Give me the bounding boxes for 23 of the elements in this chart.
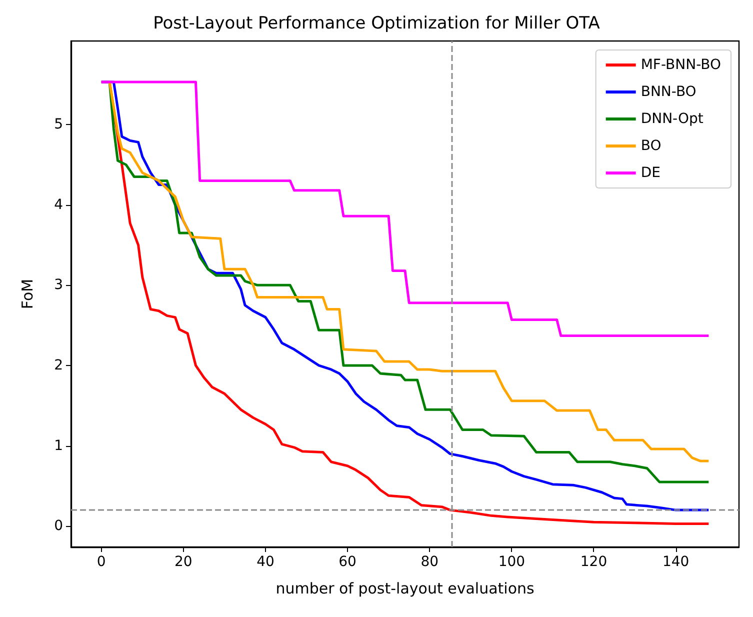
- x-tick-label: 100: [498, 554, 526, 570]
- x-tick-label: 80: [420, 554, 439, 570]
- chart-title: Post-Layout Performance Optimization for Miller OTA: [153, 14, 600, 34]
- legend-label: DE: [640, 165, 660, 181]
- y-tick-label: 2: [54, 357, 63, 374]
- y-tick-label: 3: [54, 277, 63, 294]
- legend-label: DNN-Opt: [640, 111, 704, 127]
- y-tick-label: 0: [54, 518, 63, 534]
- y-tick-label: 4: [54, 196, 64, 213]
- y-tick-label: 1: [54, 438, 63, 454]
- line-series: [100, 80, 710, 338]
- x-tick-label: 0: [96, 554, 106, 570]
- x-tick-label: 40: [256, 554, 274, 570]
- x-tick-label: 140: [662, 554, 690, 570]
- legend-label: MF-BNN-BO: [640, 57, 722, 73]
- y-tick-label: 5: [54, 116, 63, 133]
- x-tick-label: 60: [338, 554, 356, 570]
- x-tick-label: 120: [580, 554, 608, 570]
- legend-label: BO: [640, 138, 662, 154]
- x-axis-title: number of post-layout evaluations: [276, 580, 534, 598]
- y-axis-title: FoM: [18, 278, 36, 310]
- x-tick-label: 20: [174, 554, 192, 570]
- legend-label: BNN-BO: [640, 84, 696, 100]
